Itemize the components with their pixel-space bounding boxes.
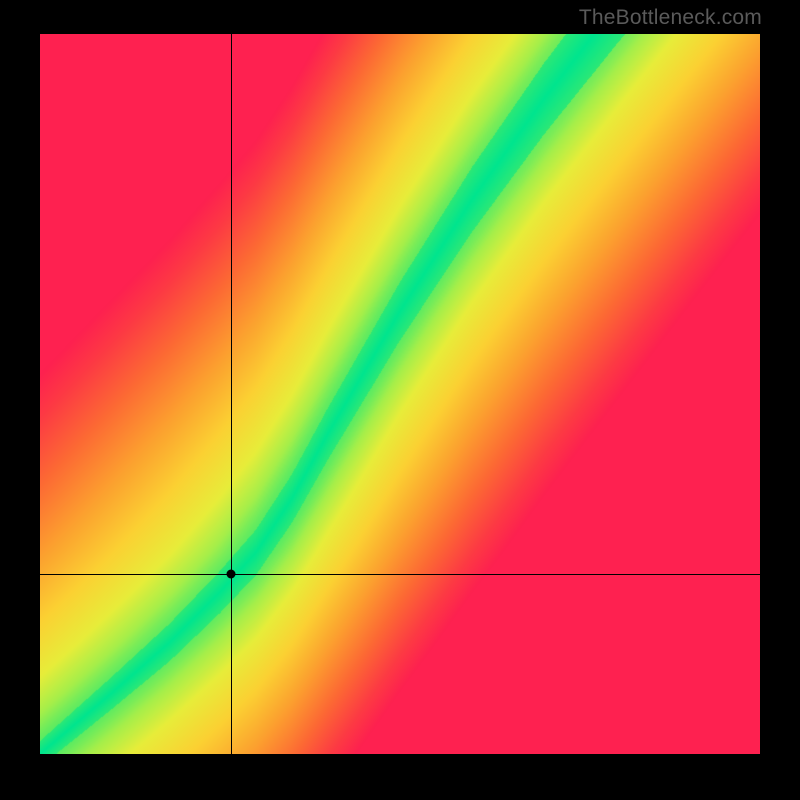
watermark: TheBottleneck.com bbox=[579, 6, 762, 30]
bottleneck-heatmap bbox=[40, 34, 760, 754]
heatmap-canvas bbox=[40, 34, 760, 754]
crosshair-vertical bbox=[231, 34, 232, 754]
selection-marker bbox=[226, 570, 235, 579]
crosshair-horizontal bbox=[40, 574, 760, 575]
